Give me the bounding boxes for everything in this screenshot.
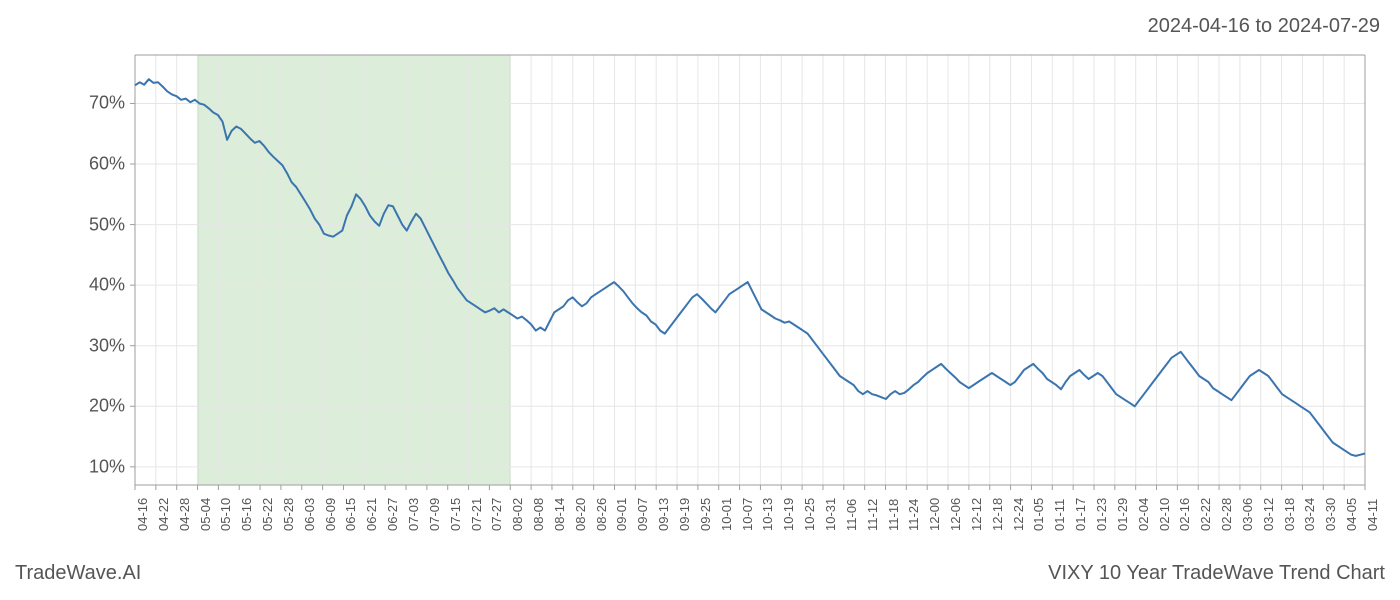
x-tick-label: 08-26: [594, 498, 609, 531]
x-tick-label: 08-08: [531, 498, 546, 531]
x-tick-label: 02-04: [1136, 498, 1151, 531]
x-tick-label: 10-01: [719, 498, 734, 531]
x-tick-label: 06-21: [364, 498, 379, 531]
x-tick-label: 03-24: [1302, 498, 1317, 531]
x-tick-label: 04-28: [177, 498, 192, 531]
x-tick-label: 09-19: [677, 498, 692, 531]
x-tick-label: 05-10: [218, 498, 233, 531]
x-tick-label: 02-16: [1177, 498, 1192, 531]
x-tick-label: 04-22: [156, 498, 171, 531]
x-tick-label: 01-29: [1115, 498, 1130, 531]
x-tick-label: 05-22: [260, 498, 275, 531]
x-tick-label: 11-18: [886, 499, 901, 531]
x-tick-label: 12-24: [1011, 498, 1026, 531]
y-tick-label: 60%: [89, 154, 125, 175]
brand-label: TradeWave.AI: [15, 562, 141, 585]
x-tick-label: 09-25: [698, 498, 713, 531]
x-tick-label: 08-20: [573, 498, 588, 531]
x-tick-label: 11-24: [906, 499, 921, 531]
x-tick-label: 03-18: [1282, 498, 1297, 531]
y-tick-label: 30%: [89, 335, 125, 356]
x-tick-label: 10-19: [781, 498, 796, 531]
x-tick-label: 12-06: [948, 498, 963, 531]
x-tick-label: 06-09: [323, 498, 338, 531]
x-tick-label: 02-22: [1198, 498, 1213, 531]
x-tick-label: 10-13: [760, 498, 775, 531]
y-tick-label: 20%: [89, 396, 125, 417]
x-tick-label: 02-28: [1219, 498, 1234, 531]
y-tick-label: 50%: [89, 214, 125, 235]
x-tick-label: 04-05: [1344, 498, 1359, 531]
x-tick-label: 01-05: [1031, 498, 1046, 531]
x-tick-label: 04-11: [1365, 499, 1380, 531]
x-tick-label: 07-21: [469, 498, 484, 531]
x-tick-label: 08-14: [552, 498, 567, 531]
x-tick-label: 03-06: [1240, 498, 1255, 531]
x-tick-label: 09-07: [635, 498, 650, 531]
x-tick-label: 02-10: [1157, 498, 1172, 531]
x-tick-label: 07-27: [489, 498, 504, 531]
x-tick-label: 01-11: [1052, 499, 1067, 531]
y-tick-label: 70%: [89, 93, 125, 114]
date-range-label: 2024-04-16 to 2024-07-29: [1148, 15, 1380, 38]
x-tick-label: 07-03: [406, 498, 421, 531]
x-tick-label: 06-27: [385, 498, 400, 531]
chart-plot-area: [135, 55, 1365, 485]
x-tick-label: 09-13: [656, 498, 671, 531]
x-tick-label: 03-30: [1323, 498, 1338, 531]
x-tick-label: 01-17: [1073, 498, 1088, 531]
x-tick-label: 12-12: [969, 498, 984, 531]
x-tick-label: 10-31: [823, 498, 838, 531]
x-tick-label: 12-00: [927, 498, 942, 531]
y-tick-label: 40%: [89, 275, 125, 296]
x-tick-label: 01-23: [1094, 498, 1109, 531]
x-tick-label: 06-15: [343, 498, 358, 531]
line-chart-svg: [135, 55, 1365, 485]
x-tick-label: 07-09: [427, 498, 442, 531]
x-tick-label: 11-12: [865, 499, 880, 531]
x-tick-label: 07-15: [448, 498, 463, 531]
x-tick-label: 11-06: [844, 499, 859, 531]
y-tick-label: 10%: [89, 456, 125, 477]
x-tick-label: 10-07: [740, 498, 755, 531]
x-tick-label: 08-02: [510, 498, 525, 531]
x-tick-label: 05-28: [281, 498, 296, 531]
x-tick-label: 03-12: [1261, 498, 1276, 531]
x-tick-label: 05-04: [198, 498, 213, 531]
x-tick-label: 10-25: [802, 498, 817, 531]
x-tick-label: 05-16: [239, 498, 254, 531]
x-tick-label: 09-01: [614, 498, 629, 531]
chart-title: VIXY 10 Year TradeWave Trend Chart: [1048, 562, 1385, 585]
x-tick-label: 04-16: [135, 498, 150, 531]
x-tick-label: 12-18: [990, 498, 1005, 531]
x-tick-label: 06-03: [302, 498, 317, 531]
